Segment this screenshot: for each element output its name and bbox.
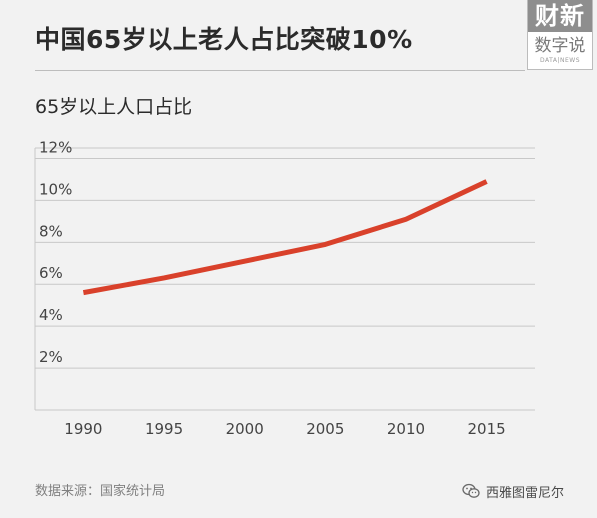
y-tick-label: 2% [39, 348, 63, 366]
x-tick-label: 1995 [145, 420, 183, 438]
y-tick-label: 10% [39, 180, 72, 198]
wechat-watermark: 西雅图雷尼尔 [462, 480, 564, 502]
logo-subbrand: 数字说 [534, 36, 586, 56]
page-title: 中国65岁以上老人占比突破10% [35, 25, 413, 54]
y-tick-label: 6% [39, 264, 63, 282]
logo-tagline: DATA|NEWS [540, 57, 580, 64]
x-tick-label: 1990 [64, 420, 102, 438]
x-tick-label: 2015 [468, 420, 506, 438]
x-tick-label: 2010 [387, 420, 425, 438]
x-tick-label: 2000 [226, 420, 264, 438]
x-tick-label: 2005 [306, 420, 344, 438]
data-source: 数据来源：国家统计局 [35, 484, 166, 499]
logo-brand: 财新 [528, 0, 592, 32]
chart-subtitle: 65岁以上人口占比 [35, 96, 193, 118]
y-tick-label: 12% [39, 138, 72, 156]
watermark-text: 西雅图雷尼尔 [486, 485, 565, 501]
title-divider [35, 70, 525, 71]
wechat-icon [462, 483, 480, 498]
y-tick-label: 8% [39, 222, 63, 240]
caixin-logo: 财新 数字说 DATA|NEWS [527, 0, 593, 70]
y-tick-label: 4% [39, 306, 63, 324]
series-line [82, 179, 488, 296]
